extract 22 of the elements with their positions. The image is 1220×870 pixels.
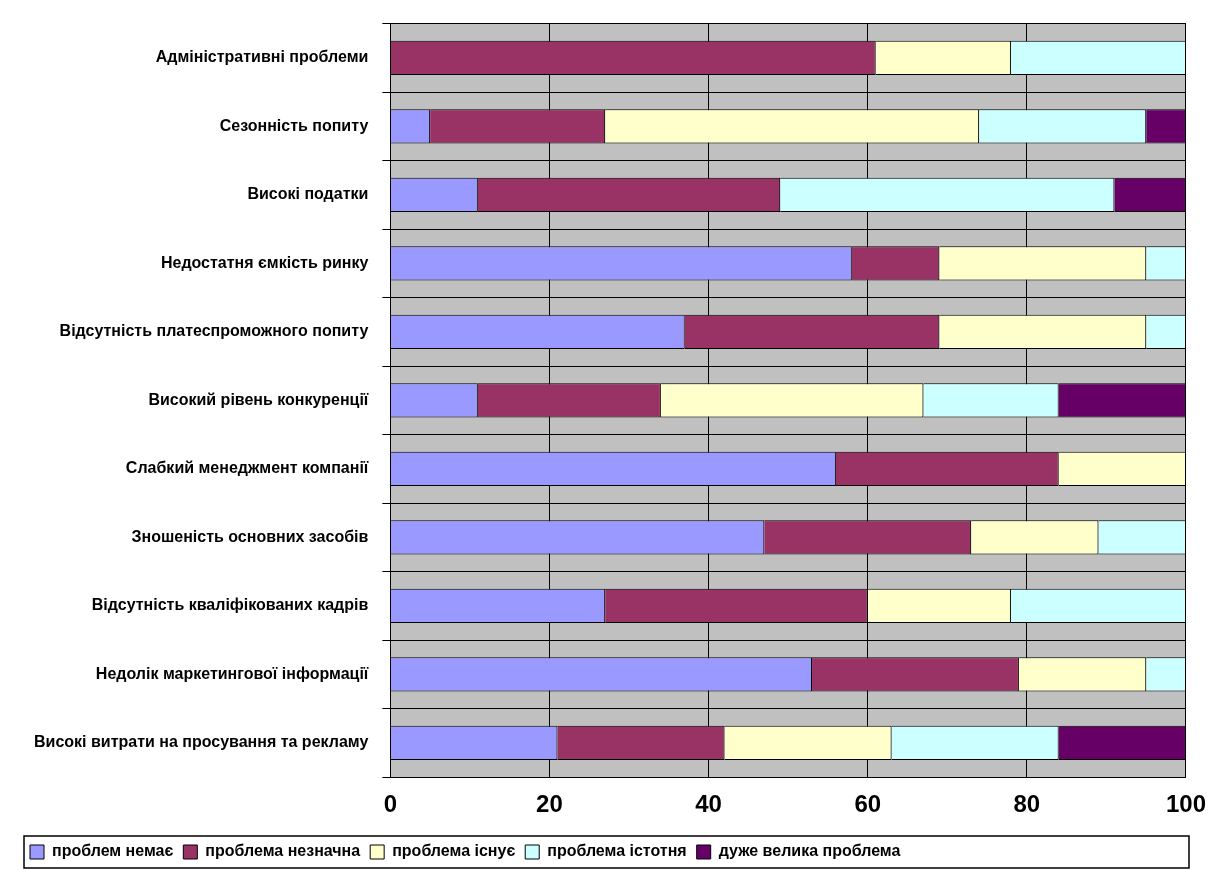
x-tick-label: 100 [1165, 790, 1206, 818]
y-tick-label: Високі податки [247, 185, 369, 203]
y-tick-label: Сезонність попиту [219, 116, 369, 134]
x-tick-label: 0 [383, 790, 398, 818]
y-tick-label: Високий рівень конкуренції [148, 390, 369, 408]
y-tick-label: Відсутність кваліфікованих кадрів [91, 596, 369, 614]
y-tick-label: Слабкий менеджмент компанії [125, 459, 369, 477]
legend-label: проблема істотня [547, 842, 687, 860]
y-tick-label: Зношеність основних засобів [131, 527, 369, 545]
y-tick-label: Високі витрати на просування та рекламу [33, 733, 369, 751]
legend-label: дуже велика проблема [718, 842, 901, 860]
x-tick-label: 40 [695, 790, 722, 818]
legend-label: проблема існує [392, 842, 516, 860]
x-tick-label: 60 [854, 790, 882, 818]
y-tick-label: Адміністративні проблеми [155, 48, 369, 66]
x-tick-label: 20 [536, 790, 563, 818]
legend-label: проблема незначна [205, 842, 361, 860]
legend-label: проблем немає [52, 842, 174, 860]
y-tick-label: Недостатня ємкість ринку [160, 253, 369, 271]
y-tick-label: Відсутність платеспроможного попиту [59, 322, 369, 340]
y-tick-label: Недолік маркетингової інформації [95, 664, 369, 682]
x-tick-label: 80 [1013, 790, 1041, 818]
